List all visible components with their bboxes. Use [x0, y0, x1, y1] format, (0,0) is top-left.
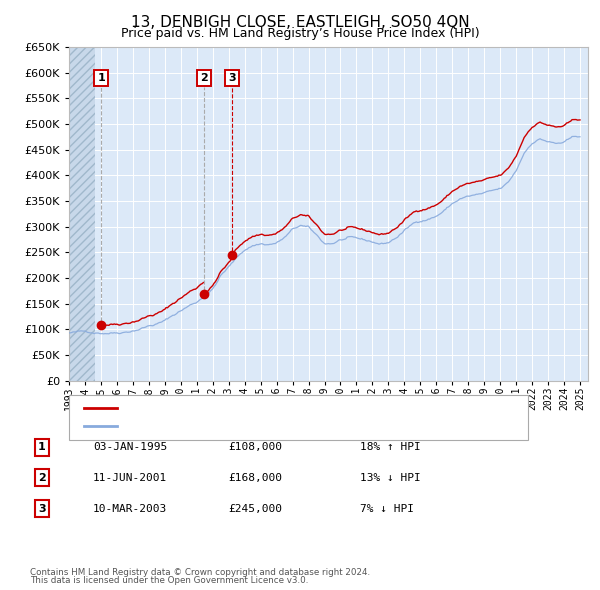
Text: 3: 3: [228, 73, 236, 83]
Text: 2: 2: [38, 473, 46, 483]
Text: £168,000: £168,000: [228, 473, 282, 483]
Text: 18% ↑ HPI: 18% ↑ HPI: [360, 442, 421, 452]
Text: 3: 3: [38, 504, 46, 513]
Text: Price paid vs. HM Land Registry’s House Price Index (HPI): Price paid vs. HM Land Registry’s House …: [121, 27, 479, 40]
Text: 03-JAN-1995: 03-JAN-1995: [93, 442, 167, 452]
Text: HPI: Average price, detached house, Eastleigh: HPI: Average price, detached house, East…: [123, 421, 364, 431]
Text: £108,000: £108,000: [228, 442, 282, 452]
Text: 7% ↓ HPI: 7% ↓ HPI: [360, 504, 414, 513]
Text: 13, DENBIGH CLOSE, EASTLEIGH, SO50 4QN (detached house): 13, DENBIGH CLOSE, EASTLEIGH, SO50 4QN (…: [123, 404, 448, 413]
Text: 10-MAR-2003: 10-MAR-2003: [93, 504, 167, 513]
Text: Contains HM Land Registry data © Crown copyright and database right 2024.: Contains HM Land Registry data © Crown c…: [30, 568, 370, 577]
Text: This data is licensed under the Open Government Licence v3.0.: This data is licensed under the Open Gov…: [30, 576, 308, 585]
Text: £245,000: £245,000: [228, 504, 282, 513]
Text: 1: 1: [38, 442, 46, 452]
Text: 2: 2: [200, 73, 208, 83]
Text: 13% ↓ HPI: 13% ↓ HPI: [360, 473, 421, 483]
Text: 11-JUN-2001: 11-JUN-2001: [93, 473, 167, 483]
Bar: [69, 47, 95, 381]
Text: 13, DENBIGH CLOSE, EASTLEIGH, SO50 4QN: 13, DENBIGH CLOSE, EASTLEIGH, SO50 4QN: [131, 15, 469, 30]
Text: 1: 1: [97, 73, 105, 83]
